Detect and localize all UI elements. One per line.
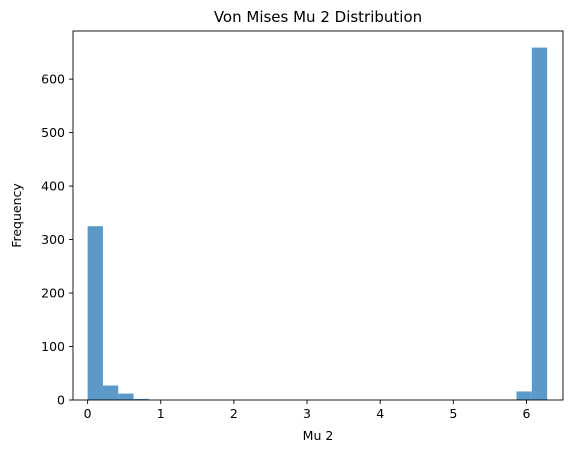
histogram-bar — [531, 47, 548, 401]
y-tick-label: 100 — [41, 339, 65, 354]
x-tick-label: 3 — [303, 406, 311, 421]
histogram-bar — [133, 398, 149, 400]
y-tick-label: 300 — [41, 232, 65, 247]
x-axis-label: Mu 2 — [303, 428, 334, 443]
x-ticks: 0 1 2 3 4 5 6 — [84, 400, 530, 421]
y-tick-label: 200 — [41, 286, 65, 301]
x-tick-label: 1 — [157, 406, 165, 421]
y-tick-label: 400 — [41, 179, 65, 194]
histogram-bar — [118, 393, 134, 400]
bars-group — [87, 47, 548, 401]
histogram-bar — [87, 226, 103, 400]
y-tick-label: 600 — [41, 72, 65, 87]
plot-frame — [72, 30, 564, 401]
x-tick-label: 5 — [449, 406, 457, 421]
histogram-bar — [516, 391, 532, 400]
x-tick-label: 0 — [84, 406, 92, 421]
y-ticks: 0 100 200 300 400 500 600 — [41, 72, 73, 408]
y-tick-label: 500 — [41, 125, 65, 140]
y-tick-label: 0 — [57, 393, 65, 408]
y-axis-label: Frequency — [9, 183, 24, 248]
x-tick-label: 2 — [230, 406, 238, 421]
x-tick-label: 6 — [522, 406, 530, 421]
chart-title: Von Mises Mu 2 Distribution — [214, 8, 422, 26]
histogram-bar — [102, 385, 119, 400]
x-tick-label: 4 — [376, 406, 384, 421]
